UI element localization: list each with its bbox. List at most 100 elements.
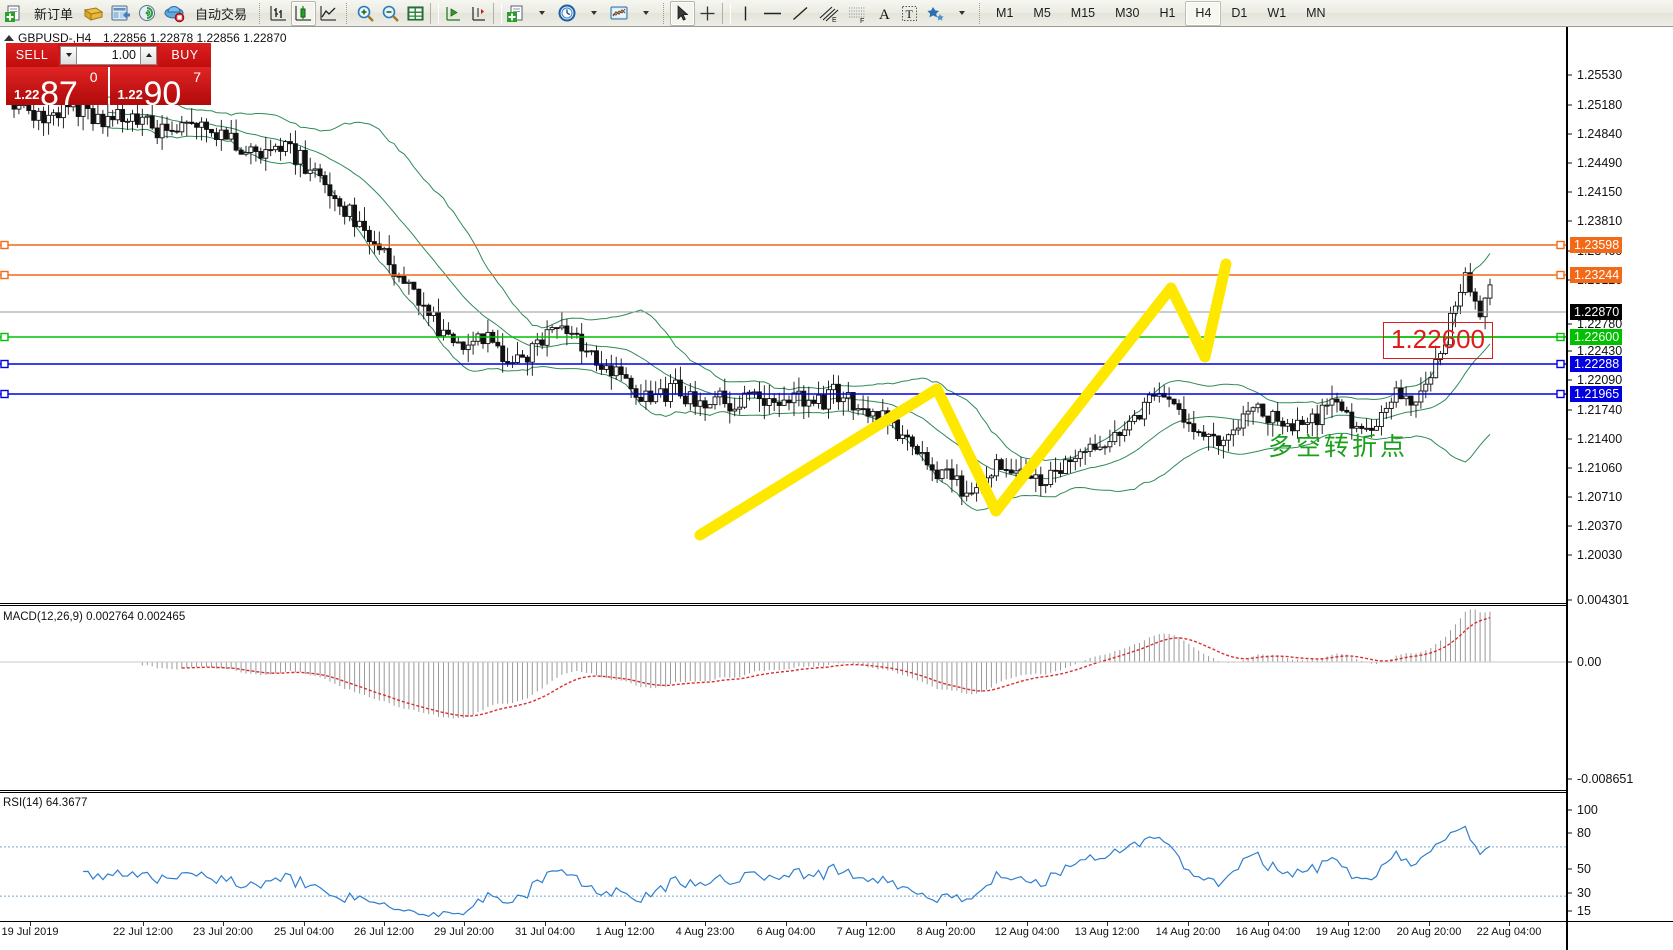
price-level-badge[interactable]: 1.21965 — [1570, 386, 1623, 402]
period-icon-button[interactable] — [554, 1, 581, 26]
zoom-in-icon-button[interactable] — [353, 1, 378, 26]
autotrading-label-button[interactable]: 自动交易 — [188, 1, 254, 26]
new-order-label-button[interactable]: 新订单 — [27, 1, 80, 26]
volume-increase-button[interactable] — [140, 45, 157, 65]
buy-price-display[interactable]: 1.22 90 7 — [109, 67, 211, 105]
price-tick-mark — [1568, 220, 1572, 222]
line-chart-icon-button[interactable] — [316, 1, 341, 26]
macd-chart-canvas[interactable] — [0, 607, 1566, 792]
auto-scroll-icon-button[interactable] — [466, 1, 491, 26]
svg-text:A: A — [879, 7, 890, 23]
price-tick-mark — [1568, 350, 1572, 352]
price-chart-canvas[interactable] — [0, 27, 1566, 545]
candle-body — [909, 436, 915, 447]
time-axis[interactable]: 19 Jul 2019 22 Jul 12:00 23 Jul 20:00 25 Ju… — [0, 921, 1566, 950]
price-level-handle[interactable] — [1556, 359, 1565, 369]
candle-body — [1260, 403, 1266, 417]
objects-icon-button[interactable] — [922, 1, 949, 26]
candlestick — [949, 459, 955, 493]
time-tick — [786, 922, 787, 926]
autotrading-icon-button[interactable] — [161, 1, 188, 26]
candle-body — [1413, 401, 1419, 406]
candle-body — [1462, 272, 1468, 293]
candlestick-chart-icon-button[interactable] — [291, 0, 317, 26]
candlestick — [1176, 399, 1182, 415]
cursor-icon-button[interactable] — [670, 0, 696, 26]
one-click-trading-panel[interactable]: SELL 1.00 BUY 1.22 87 0 — [6, 43, 211, 105]
period-dropdown-button[interactable] — [581, 1, 606, 26]
zoom-out-icon-button[interactable] — [378, 1, 403, 26]
candle-body — [391, 264, 397, 277]
trendline-icon-button[interactable] — [787, 1, 814, 26]
data-window-icon-button[interactable] — [403, 1, 428, 26]
chart-area[interactable]: GBPUSD-,H4 1.22856 1.22878 1.22856 1.228… — [0, 27, 1673, 950]
timeframe-button-mn[interactable]: MN — [1306, 6, 1326, 20]
timeframe-button-h4[interactable]: H4 — [1185, 0, 1222, 26]
price-level-handle[interactable] — [0, 359, 9, 369]
price-level-handle[interactable] — [1556, 270, 1565, 280]
bar-chart-icon-button[interactable] — [266, 1, 291, 26]
equidistant-channel-icon-button[interactable]: E — [814, 1, 843, 26]
chart-collapse-icon[interactable] — [3, 33, 15, 43]
navigator-icon-button[interactable] — [134, 1, 161, 26]
price-level-handle[interactable] — [0, 389, 9, 399]
price-level-handle[interactable] — [0, 270, 9, 280]
price-level-handle[interactable] — [1556, 240, 1565, 250]
candle-body — [515, 354, 520, 363]
buy-button[interactable]: BUY — [159, 43, 211, 67]
objects-dropdown-button[interactable] — [949, 1, 974, 26]
candle-body — [100, 113, 106, 128]
candle-body — [1290, 423, 1295, 432]
price-level-badge[interactable]: 1.23244 — [1570, 267, 1623, 283]
text-icon-button[interactable]: A — [872, 1, 897, 26]
timeframe-button-h1[interactable]: H1 — [1159, 6, 1176, 20]
candlestick — [924, 447, 930, 470]
template-icon-button[interactable] — [504, 1, 529, 26]
price-level-handle[interactable] — [1556, 389, 1565, 399]
timeframe-button-d1[interactable]: D1 — [1231, 6, 1248, 20]
candle-body — [1053, 469, 1059, 472]
timeframe-button-m1[interactable]: M1 — [996, 6, 1014, 20]
template-dropdown-button[interactable] — [529, 1, 554, 26]
volume-input[interactable]: 1.00 — [77, 45, 140, 65]
volume-decrease-button[interactable] — [60, 45, 77, 65]
shift-end-icon-button[interactable] — [441, 1, 466, 26]
timeframe-button-m15[interactable]: M15 — [1070, 6, 1096, 20]
time-axis-label: 14 Aug 20:00 — [1155, 926, 1221, 938]
price-level-handle[interactable] — [0, 240, 9, 250]
chevron-down-icon — [539, 11, 546, 15]
candle-body — [36, 110, 42, 121]
rsi-axis-label: 80 — [1577, 826, 1591, 840]
price-level-badge[interactable]: 1.23598 — [1570, 237, 1623, 253]
text-label-icon-button[interactable]: T — [897, 1, 922, 26]
hline-icon-button[interactable] — [758, 1, 787, 26]
sell-button[interactable]: SELL — [6, 43, 58, 67]
volume-control[interactable]: 1.00 — [58, 43, 159, 67]
vline-icon-button[interactable] — [733, 1, 758, 26]
timeframe-button-m30[interactable]: M30 — [1115, 6, 1140, 20]
candlestick — [406, 279, 412, 295]
candlestick — [1127, 415, 1133, 436]
price-level-badge[interactable]: 1.22288 — [1570, 356, 1623, 372]
candlestick — [821, 385, 827, 411]
candle-body — [1467, 272, 1473, 293]
price-level-badge[interactable]: 1.22600 — [1570, 329, 1623, 345]
price-scale[interactable]: 1.25530 1.25180 1.24840 1.24490 1.24150 1.238… — [1566, 27, 1673, 940]
crosshair-icon-button[interactable] — [695, 1, 720, 26]
candlestick — [668, 374, 673, 408]
timeframe-button-w1[interactable]: W1 — [1267, 6, 1287, 20]
new-order-button[interactable] — [2, 1, 27, 26]
price-level-handle[interactable] — [0, 332, 9, 342]
fibonacci-icon-button[interactable]: F — [843, 1, 872, 26]
folder-icon-button[interactable] — [80, 1, 107, 26]
candlestick — [747, 389, 752, 401]
trend-annotation-line[interactable] — [694, 258, 1232, 541]
rsi-chart-canvas[interactable] — [0, 793, 1566, 921]
indicator-icon-button[interactable] — [606, 1, 633, 26]
candle-body — [1225, 434, 1231, 441]
terminal-icon-button[interactable] — [107, 1, 134, 26]
candlestick — [184, 120, 190, 137]
sell-price-display[interactable]: 1.22 87 0 — [6, 67, 108, 105]
indicator-dropdown-button[interactable] — [633, 1, 658, 26]
timeframe-button-m5[interactable]: M5 — [1033, 6, 1051, 20]
